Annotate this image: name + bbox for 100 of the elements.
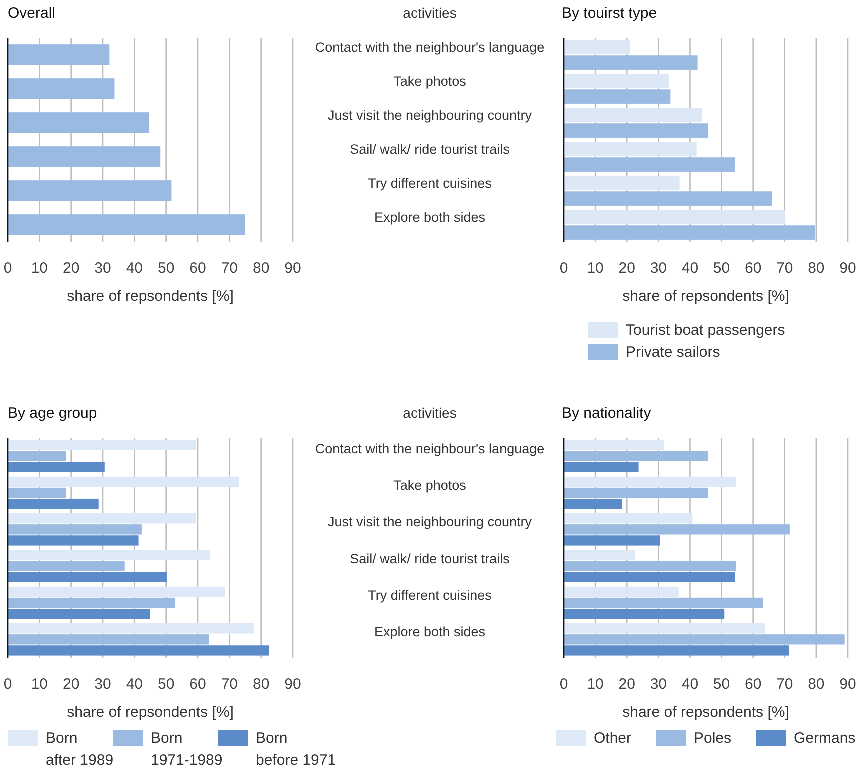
y-tick-label: Explore both sides	[374, 624, 486, 640]
bar	[564, 561, 736, 572]
x-tick-label: 40	[126, 676, 144, 693]
x-tick-label: 60	[744, 260, 762, 277]
chart-title: By touirst type	[562, 5, 658, 22]
bar	[564, 74, 670, 88]
x-tick-label: 10	[587, 676, 604, 693]
bar	[564, 586, 679, 598]
bar	[564, 476, 736, 488]
bar	[564, 488, 709, 498]
x-tick-label: 0	[560, 260, 568, 277]
y-tick-label: Contact with the neighbour's language	[315, 40, 545, 55]
bar	[564, 440, 664, 450]
x-tick-label: 90	[840, 676, 856, 693]
x-tick-label: 20	[618, 676, 636, 693]
x-tick-label: 30	[94, 676, 112, 693]
x-tick-label: 40	[682, 260, 699, 277]
x-tick-label: 10	[31, 260, 48, 277]
bar	[564, 524, 790, 535]
bar	[564, 40, 630, 54]
bar	[564, 598, 764, 608]
y-tick-label: Take photos	[394, 478, 467, 493]
bar	[564, 608, 725, 620]
bar	[564, 514, 693, 524]
legend-label: Born 1971-1989	[151, 730, 223, 769]
x-tick-label: 50	[713, 260, 730, 277]
x-tick-label: 90	[284, 676, 302, 693]
bar	[8, 572, 167, 582]
bar	[8, 488, 66, 498]
y-tick-label: Try different cuisines	[368, 588, 492, 603]
x-axis-title: share of repsondents [%]	[67, 288, 234, 305]
x-tick-label: 0	[4, 676, 12, 693]
bar	[8, 536, 139, 546]
y-tick-label: Just visit the neighbouring country	[328, 108, 532, 123]
x-tick-label: 50	[713, 676, 730, 693]
y-tick-label: Just visit the neighbouring country	[328, 514, 532, 530]
y-tick-label: Explore both sides	[374, 210, 486, 225]
bar	[564, 56, 698, 70]
bar	[8, 462, 105, 472]
bar	[8, 524, 142, 535]
x-tick-label: 40	[126, 260, 144, 277]
chart-title: By nationality	[562, 405, 652, 422]
bar	[564, 176, 680, 190]
x-tick-label: 20	[618, 260, 636, 277]
bar	[564, 210, 786, 224]
legend-label: Born after 1989	[46, 730, 114, 769]
y-tick-label: Contact with the neighbour's language	[315, 441, 545, 456]
bar	[564, 498, 622, 510]
x-tick-label: 70	[221, 260, 238, 277]
bar	[564, 142, 697, 156]
bar	[8, 146, 161, 168]
x-tick-label: 10	[587, 260, 604, 277]
bar	[8, 624, 254, 634]
x-tick-label: 60	[190, 676, 206, 693]
bar	[8, 598, 176, 608]
x-tick-label: 30	[650, 260, 668, 277]
x-tick-label: 0	[4, 260, 12, 277]
bar	[8, 78, 115, 100]
x-tick-label: 50	[158, 260, 175, 277]
y-axis-title: activities	[403, 5, 457, 21]
x-tick-label: 10	[31, 676, 48, 693]
y-tick-label: Try different cuisines	[368, 176, 492, 191]
bar	[564, 108, 702, 122]
legend-label: Germans	[794, 730, 856, 747]
x-tick-label: 0	[560, 676, 568, 693]
chart-title: By age group	[8, 405, 98, 422]
bar	[8, 44, 110, 66]
x-tick-label: 80	[808, 676, 825, 693]
bar	[564, 192, 772, 206]
bar	[564, 90, 671, 104]
bar	[8, 476, 240, 488]
bar	[564, 624, 766, 634]
x-tick-label: 50	[158, 676, 175, 693]
bar	[8, 561, 125, 572]
x-tick-label: 30	[94, 260, 112, 277]
x-tick-label: 40	[682, 676, 699, 693]
bar	[8, 634, 210, 645]
bar	[8, 498, 99, 510]
x-tick-label: 70	[221, 676, 238, 693]
bar	[8, 550, 210, 560]
x-tick-label: 60	[190, 260, 206, 277]
x-tick-label: 70	[776, 676, 794, 693]
bar	[564, 646, 790, 656]
bar	[564, 226, 816, 240]
x-tick-label: 60	[744, 676, 762, 693]
legend-label: Born before 1971	[256, 730, 336, 769]
bar	[564, 572, 736, 582]
bar	[8, 646, 270, 656]
x-tick-label: 20	[62, 260, 80, 277]
y-tick-label: Take photos	[394, 74, 467, 89]
x-axis-title: share of repsondents [%]	[622, 288, 790, 305]
bar	[564, 536, 660, 546]
bar	[8, 451, 66, 462]
bar	[8, 180, 172, 202]
bar	[8, 608, 150, 620]
legend-label: Poles	[694, 730, 732, 747]
bar	[564, 634, 845, 645]
bar	[564, 451, 709, 462]
x-tick-label: 80	[808, 260, 825, 277]
bar	[564, 462, 639, 472]
